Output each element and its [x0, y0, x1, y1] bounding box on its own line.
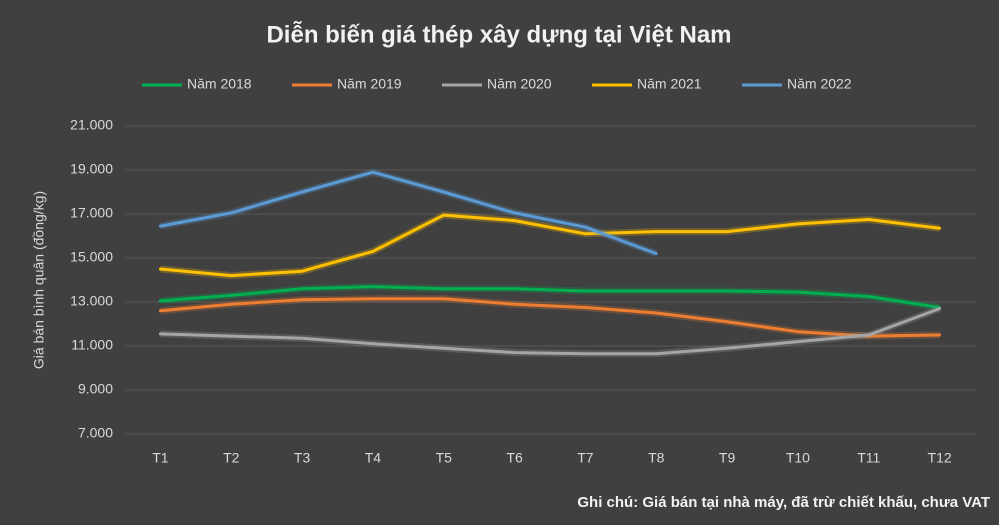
- y-tick-label: 7.000: [78, 425, 113, 441]
- y-tick-label: 15.000: [70, 249, 113, 265]
- legend-label: Năm 2022: [787, 76, 852, 92]
- y-tick-label: 9.000: [78, 381, 113, 397]
- x-tick-label: T1: [152, 450, 169, 466]
- y-tick-label: 13.000: [70, 293, 113, 309]
- series-glow: [160, 295, 940, 340]
- x-tick-label: T8: [648, 450, 665, 466]
- y-tick-label: 11.000: [71, 337, 113, 353]
- x-tick-label: T10: [786, 450, 810, 466]
- x-tick-label: T7: [577, 450, 594, 466]
- x-tick-label: T11: [857, 450, 880, 466]
- series-line: [158, 170, 658, 256]
- y-tick-label: 19.000: [70, 161, 113, 177]
- legend-label: Năm 2018: [187, 76, 252, 92]
- chart-title: Diễn biến giá thép xây dựng tại Việt Nam: [266, 20, 731, 48]
- x-tick-label: T3: [294, 450, 311, 466]
- legend-label: Năm 2020: [487, 76, 552, 92]
- y-tick-label: 21.000: [70, 117, 113, 133]
- series-glow: [160, 211, 941, 280]
- note: Ghi chú: Giá bán tại nhà máy, đã trừ chi…: [577, 494, 990, 511]
- series-line: [158, 285, 942, 309]
- x-tick-label: T5: [436, 450, 453, 466]
- x-tick-label: T9: [719, 450, 736, 466]
- y-tick-label: 17.000: [70, 205, 113, 221]
- x-tick-label: T2: [223, 450, 240, 466]
- x-tick-label: T12: [928, 450, 952, 466]
- series-line: [158, 297, 942, 338]
- x-tick-label: T4: [365, 450, 382, 466]
- legend-label: Năm 2021: [637, 76, 702, 92]
- series-line: [158, 307, 942, 356]
- legend-label: Năm 2019: [337, 76, 402, 92]
- y-axis-label: Giá bán bình quân (đồng/kg): [31, 191, 47, 369]
- x-tick-label: T6: [506, 450, 523, 466]
- series-line: [158, 213, 942, 278]
